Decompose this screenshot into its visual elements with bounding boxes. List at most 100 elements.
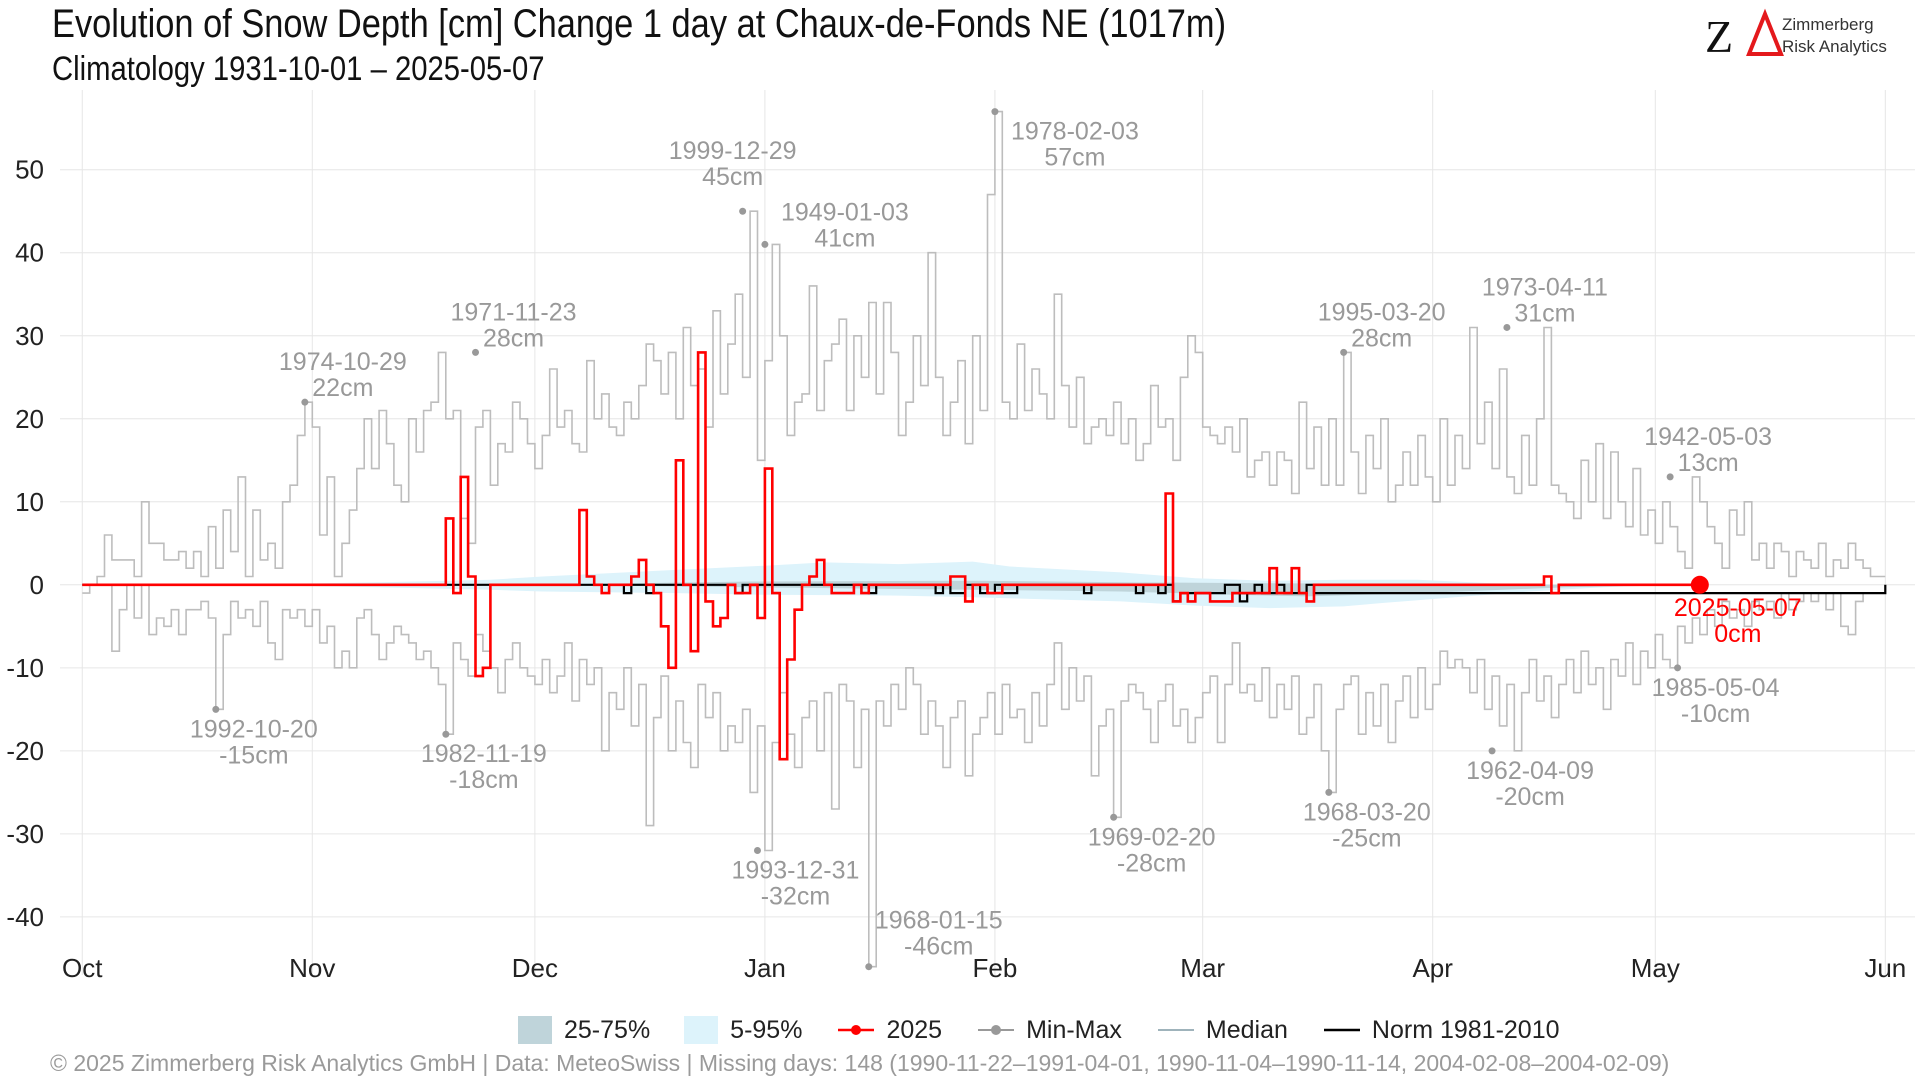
y-tick-label: 40 bbox=[15, 238, 44, 268]
legend-label-norm: Norm 1981-2010 bbox=[1371, 1015, 1560, 1044]
x-tick-label: Nov bbox=[289, 953, 335, 983]
annotation-amount: 22cm bbox=[312, 374, 373, 402]
footer-credits: © 2025 Zimmerberg Risk Analytics GmbH | … bbox=[50, 1050, 1670, 1076]
legend-item-minmax: Min-Max bbox=[976, 1016, 1122, 1045]
annotation-date: 1968-01-15 bbox=[875, 907, 1003, 935]
legend-item-median: Median bbox=[1156, 1016, 1288, 1045]
annotation-amount: -18cm bbox=[449, 766, 518, 794]
extreme-point bbox=[761, 240, 769, 248]
annotation-amount: 28cm bbox=[483, 324, 544, 352]
extreme-point bbox=[1674, 664, 1682, 672]
annotation-date: 1949-01-03 bbox=[781, 198, 909, 226]
extreme-point bbox=[1340, 348, 1348, 356]
logo-line1: Zimmerberg bbox=[1782, 15, 1874, 34]
x-tick-label: Mar bbox=[1180, 953, 1225, 983]
extreme-point bbox=[1110, 813, 1118, 821]
annotation-date: 1942-05-03 bbox=[1644, 423, 1772, 451]
legend-label-median: Median bbox=[1205, 1015, 1288, 1044]
legend-label-p90: 5-95% bbox=[730, 1015, 803, 1044]
extreme-point bbox=[1503, 323, 1511, 331]
annotation-amount: -20cm bbox=[1495, 783, 1564, 811]
annotation-amount: 57cm bbox=[1044, 144, 1105, 172]
extreme-point bbox=[472, 348, 480, 356]
annotation-date: 1968-03-20 bbox=[1303, 798, 1431, 826]
annotation-date: 1999-12-29 bbox=[669, 137, 797, 165]
current-point-marker bbox=[1690, 575, 1709, 594]
norm-series-line bbox=[82, 583, 1887, 603]
extreme-point bbox=[753, 846, 761, 854]
x-tick-label: May bbox=[1631, 953, 1680, 983]
annotation-date: 1974-10-29 bbox=[279, 348, 407, 376]
annotation-date: 1993-12-31 bbox=[732, 856, 860, 884]
legend-item-p90: 5-95% bbox=[684, 1016, 802, 1045]
max-series-line bbox=[82, 110, 1886, 586]
y-tick-label: 10 bbox=[15, 487, 44, 517]
annotation-amount: 41cm bbox=[814, 224, 875, 252]
legend-label-iqr: 25-75% bbox=[564, 1015, 651, 1044]
annotation-amount: 13cm bbox=[1678, 449, 1739, 477]
extreme-point bbox=[212, 705, 220, 713]
annotation-date: 1962-04-09 bbox=[1466, 757, 1594, 785]
legend-label-current: 2025 bbox=[886, 1015, 943, 1044]
logo-delta-glyph bbox=[1746, 8, 1784, 56]
x-tick-label: Feb bbox=[973, 953, 1018, 983]
y-tick-label: 20 bbox=[15, 404, 44, 434]
y-tick-label: -10 bbox=[6, 653, 44, 683]
x-tick-label: Jun bbox=[1864, 953, 1906, 983]
annotation-amount: 28cm bbox=[1351, 324, 1412, 352]
company-logo: Z bbox=[1705, 8, 1784, 60]
chart-title: Evolution of Snow Depth [cm] Change 1 da… bbox=[52, 2, 1227, 46]
annotation-date: 1995-03-20 bbox=[1318, 298, 1446, 326]
logo-z-glyph: Z bbox=[1705, 11, 1733, 60]
y-tick-label: -30 bbox=[6, 819, 44, 849]
legend-key-minmax bbox=[978, 1025, 1015, 1035]
extreme-point bbox=[739, 207, 747, 215]
x-tick-label: Oct bbox=[62, 953, 103, 983]
annotation-date: 1985-05-04 bbox=[1652, 674, 1780, 702]
annotation-date: 1969-02-20 bbox=[1088, 823, 1216, 851]
y-tick-label: 30 bbox=[15, 321, 44, 351]
legend-key-norm bbox=[1323, 1028, 1360, 1032]
extreme-point bbox=[1488, 747, 1496, 755]
x-tick-label: Jan bbox=[744, 953, 786, 983]
annotation-date: 1982-11-19 bbox=[421, 740, 547, 768]
extreme-point bbox=[1666, 473, 1674, 481]
logo-text: Zimmerberg Risk Analytics bbox=[1782, 14, 1887, 58]
extreme-point bbox=[1325, 788, 1333, 796]
legend-swatch-p90 bbox=[684, 1016, 719, 1044]
current-point-value: 0cm bbox=[1714, 620, 1761, 648]
y-tick-label: -20 bbox=[6, 736, 44, 766]
y-tick-label: 0 bbox=[30, 570, 44, 600]
current-point-date: 2025-05-07 bbox=[1674, 594, 1802, 622]
legend: 25-75% 5-95% 2025 Min-Max Median bbox=[518, 1012, 1594, 1048]
legend-item-norm: Norm 1981-2010 bbox=[1322, 1016, 1560, 1045]
logo-line2: Risk Analytics bbox=[1782, 37, 1887, 56]
legend-key-median bbox=[1157, 1029, 1194, 1031]
x-tick-label: Apr bbox=[1412, 953, 1453, 983]
chart-plot: 50 40 30 20 10 0 -10 -20 -30 -40 Oct Nov Dec Jan Feb Ma… bbox=[6, 90, 1915, 983]
current-series-line bbox=[82, 351, 1700, 761]
annotation-amount: -46cm bbox=[904, 933, 973, 961]
annotation-date: 1978-02-03 bbox=[1011, 118, 1139, 146]
legend-item-current: 2025 bbox=[836, 1016, 942, 1045]
annotation-date: 1992-10-20 bbox=[190, 715, 318, 743]
annotation-amount: 31cm bbox=[1514, 299, 1575, 327]
annotation-amount: -15cm bbox=[219, 741, 288, 769]
legend-label-minmax: Min-Max bbox=[1026, 1015, 1122, 1044]
annotation-amount: 45cm bbox=[702, 163, 763, 191]
x-tick-label: Dec bbox=[512, 953, 558, 983]
min-series-line bbox=[82, 584, 1886, 968]
annotation-amount: -10cm bbox=[1681, 700, 1750, 728]
extreme-point bbox=[442, 730, 450, 738]
annotation-amount: -25cm bbox=[1332, 824, 1401, 852]
y-tick-label: -40 bbox=[6, 902, 44, 932]
chart-subtitle: Climatology 1931-10-01 – 2025-05-07 bbox=[52, 50, 545, 88]
annotation-date: 1971-11-23 bbox=[451, 298, 577, 326]
extreme-point bbox=[991, 108, 999, 116]
legend-swatch-iqr bbox=[518, 1016, 552, 1044]
extreme-point bbox=[865, 963, 873, 971]
annotation-amount: -28cm bbox=[1117, 849, 1186, 877]
y-tick-label: 50 bbox=[15, 155, 44, 185]
legend-key-current bbox=[838, 1025, 875, 1035]
